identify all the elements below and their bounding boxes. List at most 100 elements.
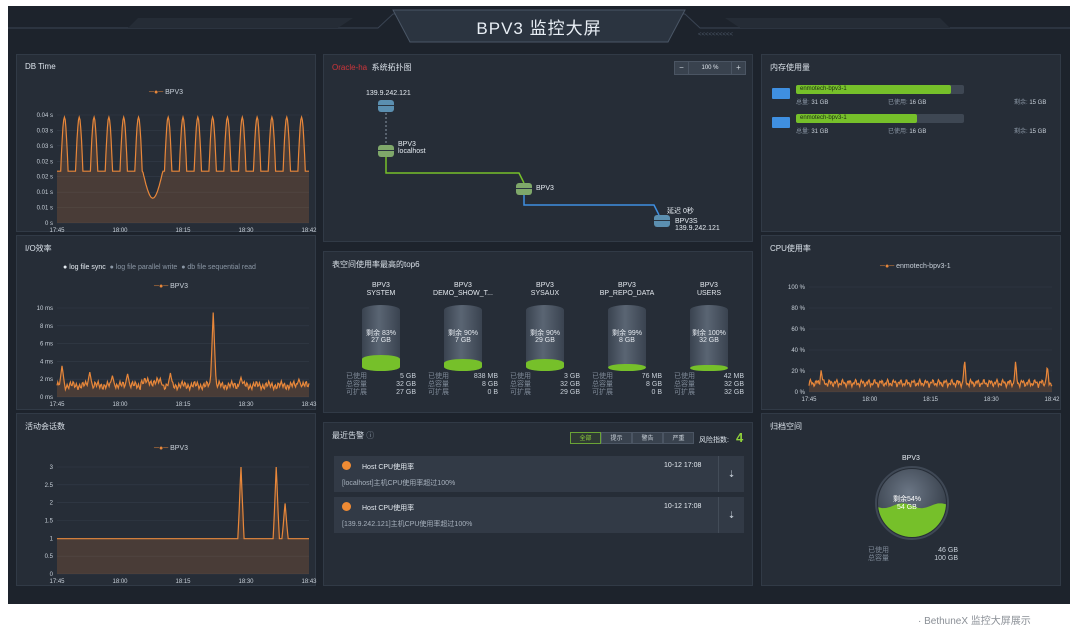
topology-node-bpv3s: BPV3S 139.9.242.121: [675, 218, 720, 232]
x-tick-label: 18:15: [175, 579, 191, 585]
server-node-icon[interactable]: [378, 145, 394, 157]
memory-total: 总量: 31 GB: [796, 100, 829, 106]
cpu-chart: 100 % 80 % 60 % 40 % 20 % 0 %17:45 18:00 18:15 1…: [788, 285, 1060, 403]
x-tick-label: 18:30: [238, 579, 254, 585]
y-tick-label: 0.5: [45, 554, 54, 560]
filter-critical-button[interactable]: 严重: [663, 432, 694, 444]
tablespace-fill: [444, 359, 482, 371]
series-line: [56, 312, 310, 392]
memory-host: enmotech-bpv3-1: [800, 86, 847, 92]
archive-title: 归档空间: [770, 422, 802, 431]
memory-panel: 内存使用量 enmotech-bpv3-1 总量: 31 GB 已使用: 16 …: [761, 54, 1061, 232]
y-tick-label: 1: [50, 536, 54, 542]
page-title: BPV3 监控大屏: [476, 19, 602, 38]
io-tab-log-file-sync[interactable]: log file sync: [69, 264, 106, 271]
memory-bar: enmotech-bpv3-1: [796, 114, 964, 123]
tablespace-free-pct: 剩余 83%: [366, 330, 396, 337]
topology-cluster-name: Oracle-ha: [332, 63, 368, 72]
series-line: [57, 466, 309, 540]
sessions-chart: 3 2.5 2 1.5 1 0.5 017:45 18:00 18:15 18:30 18:43: [45, 465, 317, 585]
zoom-in-button[interactable]: +: [731, 62, 745, 74]
server-node-icon[interactable]: [378, 100, 394, 112]
svg-text:<<<<<<<<<<: <<<<<<<<<<: [698, 32, 734, 38]
tablespace-cylinder: [608, 305, 646, 371]
series-line: [57, 114, 309, 199]
io-tab-sequential-read[interactable]: db file sequential read: [187, 264, 256, 271]
tablespace-title: 表空间使用率最高的top6: [332, 260, 420, 269]
archive-free-size: 54 GB: [897, 504, 917, 511]
x-tick-label: 18:30: [984, 397, 1000, 403]
filter-warning-button[interactable]: 警告: [632, 432, 663, 444]
io-tab-parallel-write[interactable]: log file parallel write: [115, 264, 178, 271]
tablespace-stats: 已使用 3 GB 总容量 32 GB 可扩展 29 GB: [510, 373, 580, 396]
risk-index-value: 4: [736, 430, 744, 445]
y-tick-label: 2.5: [45, 483, 54, 489]
x-tick-label: 18:30: [238, 228, 254, 233]
y-tick-label: 4 ms: [40, 359, 53, 365]
tablespace-cylinder: [526, 305, 564, 371]
y-tick-label: 100 %: [788, 285, 806, 291]
tablespace-cylinder: [362, 305, 400, 371]
alert-item[interactable]: Host CPU使用率 10-12 17:08 [139.9.242.121]主…: [334, 497, 744, 533]
server-node-icon[interactable]: [654, 215, 670, 227]
alert-title: Host CPU使用率: [362, 505, 415, 512]
help-icon: ⓘ: [366, 431, 375, 440]
tablespace-stats: 已使用 42 MB 总容量 32 GB 可扩展 32 GB: [674, 373, 744, 396]
y-tick-label: 20 %: [791, 369, 805, 375]
series-area: [57, 117, 309, 223]
io-legend: ─●─ BPV3: [154, 283, 189, 290]
tablespace-panel: 表空间使用率最高的top6 BPV3 SYSTEM 剩余 83% 27 GB 已…: [323, 251, 753, 413]
tablespace-name: SYSTEM: [366, 290, 396, 297]
alert-filter-group: 全部 提示 警告 严重: [570, 432, 694, 446]
replication-delay: 延迟 0秒: [667, 208, 694, 215]
alert-icon: [342, 502, 351, 511]
server-node-icon[interactable]: [516, 183, 532, 195]
tablespace-name: BP_REPO_DATA: [599, 290, 655, 297]
filter-info-button[interactable]: 提示: [601, 432, 632, 444]
archive-free-pct: 剩余54%: [893, 496, 922, 503]
io-tabs[interactable]: ● log file sync ● log file parallel writ…: [63, 264, 256, 271]
memory-used: 已使用: 16 GB: [888, 100, 927, 106]
tablespace-db: BPV3: [700, 282, 718, 289]
x-tick-label: 18:00: [862, 397, 878, 403]
x-tick-label: 18:15: [923, 397, 939, 403]
tablespace-name: USERS: [696, 290, 722, 297]
expand-icon[interactable]: ⇣: [718, 497, 744, 533]
expand-icon[interactable]: ⇣: [718, 456, 744, 492]
memory-title: 内存使用量: [770, 63, 810, 72]
db-time-panel: DB Time ─●─ BPV3 0.04 s 0.03 s 0.03 s 0.02 …: [16, 54, 317, 233]
x-tick-label: 18:43: [301, 579, 317, 585]
y-tick-label: 0.01 s: [37, 206, 53, 212]
archive-fill-level: [878, 503, 946, 537]
y-tick-label: 10 ms: [37, 306, 53, 312]
topology-node-ip: 139.9.242.121: [366, 90, 411, 97]
tablespace-free-pct: 剩余 99%: [612, 330, 642, 337]
x-tick-label: 18:15: [175, 228, 191, 233]
alert-time: 10-12 17:08: [664, 503, 702, 510]
x-tick-label: 17:45: [49, 228, 65, 233]
topology-title: Oracle-ha 系统拓扑图: [332, 63, 412, 72]
y-tick-label: 0 s: [45, 221, 53, 227]
archive-gauge: [875, 466, 949, 540]
y-tick-label: 0 %: [795, 390, 806, 396]
alert-item[interactable]: Host CPU使用率 10-12 17:08 [localhost]主机CPU…: [334, 456, 744, 492]
y-tick-label: 2: [50, 501, 54, 507]
tablespace-stats: 已使用 838 MB 总容量 8 GB 可扩展 0 B: [428, 373, 498, 396]
dashboard-screen: <<<<<<<<<< BPV3 监控大屏 DB Time ─●─ BPV3 0.…: [8, 6, 1070, 604]
filter-all-button[interactable]: 全部: [570, 432, 601, 444]
memory-free: 剩余: 15 GB: [1014, 100, 1047, 106]
tablespace-name: DEMO_SHOW_T...: [433, 290, 493, 297]
tablespace-stats: 已使用 5 GB 总容量 32 GB 可扩展 27 GB: [346, 373, 416, 396]
y-tick-label: 0 ms: [40, 395, 53, 401]
memory-bar-fill: [796, 85, 951, 94]
tablespace-cylinder: [444, 305, 482, 371]
zoom-out-button[interactable]: −: [675, 62, 689, 74]
tablespace-free-size: 29 GB: [535, 337, 555, 344]
series-line: [808, 361, 1053, 390]
y-tick-label: 0.04 s: [37, 113, 53, 119]
tablespace-cylinder: [690, 305, 728, 371]
tablespace-free-pct: 剩余 90%: [530, 330, 560, 337]
y-tick-label: 0.02 s: [37, 175, 53, 181]
tablespace-db: BPV3: [372, 282, 390, 289]
